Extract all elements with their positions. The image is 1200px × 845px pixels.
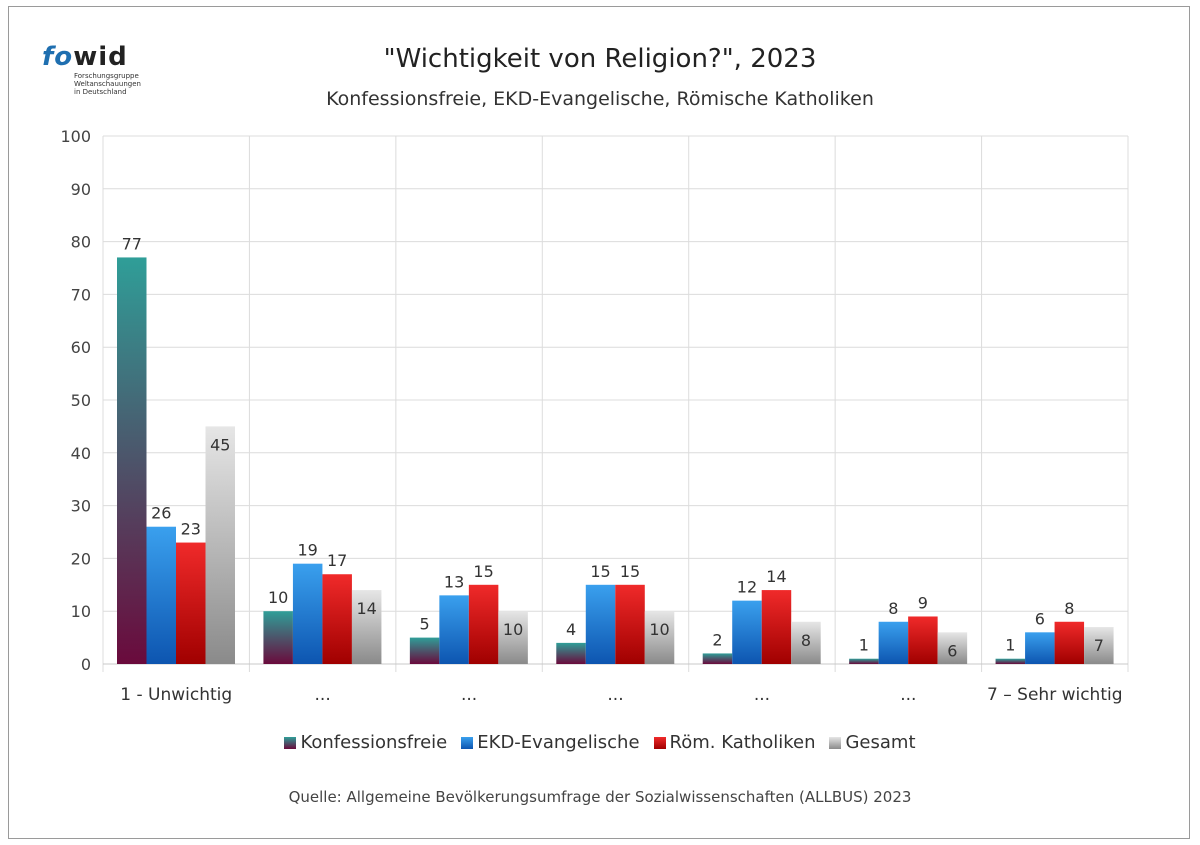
data-label: 5 xyxy=(420,615,430,634)
bar xyxy=(468,584,499,664)
data-label: 13 xyxy=(444,572,464,591)
bar xyxy=(176,542,206,664)
bar xyxy=(702,653,733,664)
bar xyxy=(644,611,675,664)
source-note: Quelle: Allgemeine Bevölkerungsumfrage d… xyxy=(288,788,912,806)
bar xyxy=(585,584,616,664)
bar xyxy=(263,611,293,664)
y-tick-label: 40 xyxy=(71,444,91,463)
y-tick-label: 50 xyxy=(71,391,91,410)
bar xyxy=(146,526,176,664)
data-label: 9 xyxy=(918,593,928,612)
data-label: 15 xyxy=(620,562,640,581)
logo-wordmark: fowid xyxy=(42,42,128,72)
bar xyxy=(732,600,762,664)
bar xyxy=(615,584,645,664)
data-label: 17 xyxy=(327,551,347,570)
y-tick-label: 30 xyxy=(71,497,91,516)
bar xyxy=(1084,627,1114,664)
y-tick-label: 70 xyxy=(71,285,91,304)
legend-label: Röm. Katholiken xyxy=(669,732,816,753)
y-tick-label: 10 xyxy=(71,602,91,621)
legend-swatch xyxy=(461,736,474,749)
bar xyxy=(995,658,1026,664)
x-tick-label: 7 – Sehr wichtig xyxy=(987,685,1122,705)
data-label: 10 xyxy=(503,620,523,639)
bar xyxy=(1054,621,1085,664)
legend-item: Konfessionsfreie xyxy=(284,732,447,753)
y-tick-label: 0 xyxy=(81,655,91,674)
data-label: 10 xyxy=(268,588,288,607)
bar xyxy=(849,658,879,664)
chart-subtitle: Konfessionsfreie, EKD-Evangelische, Römi… xyxy=(326,88,874,110)
legend-label: Gesamt xyxy=(845,732,916,753)
x-tick-label: ... xyxy=(607,685,623,705)
data-label: 15 xyxy=(590,562,610,581)
chart-frame xyxy=(8,6,1190,839)
logo-fo: fo xyxy=(42,42,74,72)
bar xyxy=(556,642,586,664)
data-label: 45 xyxy=(210,435,230,454)
data-label: 6 xyxy=(947,641,957,660)
x-tick-label: ... xyxy=(754,685,770,705)
bar xyxy=(205,426,235,664)
data-label: 8 xyxy=(801,631,811,650)
data-label: 1 xyxy=(859,636,869,655)
legend-item: Gesamt xyxy=(829,732,916,753)
x-tick-label: 1 - Unwichtig xyxy=(120,685,232,705)
y-tick-label: 20 xyxy=(71,549,91,568)
bar xyxy=(498,611,528,664)
data-label: 4 xyxy=(566,620,576,639)
data-label: 23 xyxy=(181,520,201,539)
data-label: 14 xyxy=(766,567,786,586)
y-tick-label: 100 xyxy=(60,127,91,146)
x-tick-label: ... xyxy=(461,685,477,705)
bar xyxy=(409,637,440,664)
bar xyxy=(878,621,909,664)
data-label: 26 xyxy=(151,504,171,523)
legend-label: EKD-Evangelische xyxy=(477,732,640,753)
chart-title: "Wichtigkeit von Religion?", 2023 xyxy=(383,44,817,74)
data-label: 8 xyxy=(888,599,898,618)
bar xyxy=(1025,632,1055,664)
bar xyxy=(761,590,792,664)
data-label: 77 xyxy=(122,234,142,253)
legend-label: Konfessionsfreie xyxy=(300,732,448,753)
legend-swatch xyxy=(284,736,297,749)
fowid-logo: fowid Forschungsgruppe Weltanschauungen … xyxy=(42,42,162,112)
logo-wid: wid xyxy=(73,42,128,72)
legend-item: EKD-Evangelische xyxy=(461,732,640,753)
legend-item: Röm. Katholiken xyxy=(653,732,816,753)
bar xyxy=(791,621,821,664)
legend-swatch xyxy=(653,736,666,749)
x-tick-label: ... xyxy=(315,685,331,705)
y-tick-label: 90 xyxy=(71,180,91,199)
data-label: 10 xyxy=(649,620,669,639)
bar-layer xyxy=(117,257,1114,664)
data-label: 6 xyxy=(1035,609,1045,628)
data-label: 2 xyxy=(712,630,722,649)
data-label: 19 xyxy=(297,541,317,560)
data-label: 1 xyxy=(1005,636,1015,655)
bar xyxy=(117,257,147,664)
bar xyxy=(439,595,469,664)
bar xyxy=(292,563,323,664)
x-tick-label: ... xyxy=(900,685,916,705)
bar xyxy=(937,632,968,664)
data-label: 14 xyxy=(356,599,376,618)
y-tick-label: 60 xyxy=(71,338,91,357)
data-label: 15 xyxy=(473,562,493,581)
data-label: 12 xyxy=(737,578,757,597)
chart-legend: Konfessionsfreie EKD-Evangelische Röm. Kat… xyxy=(0,732,1200,753)
data-label: 7 xyxy=(1094,636,1104,655)
bar xyxy=(908,616,938,664)
bar xyxy=(322,574,352,664)
logo-subtitle: Forschungsgruppe Weltanschauungen in Deu… xyxy=(74,72,141,96)
data-label: 8 xyxy=(1064,599,1074,618)
y-tick-label: 80 xyxy=(71,233,91,252)
bar xyxy=(351,590,382,664)
legend-swatch xyxy=(829,736,842,749)
